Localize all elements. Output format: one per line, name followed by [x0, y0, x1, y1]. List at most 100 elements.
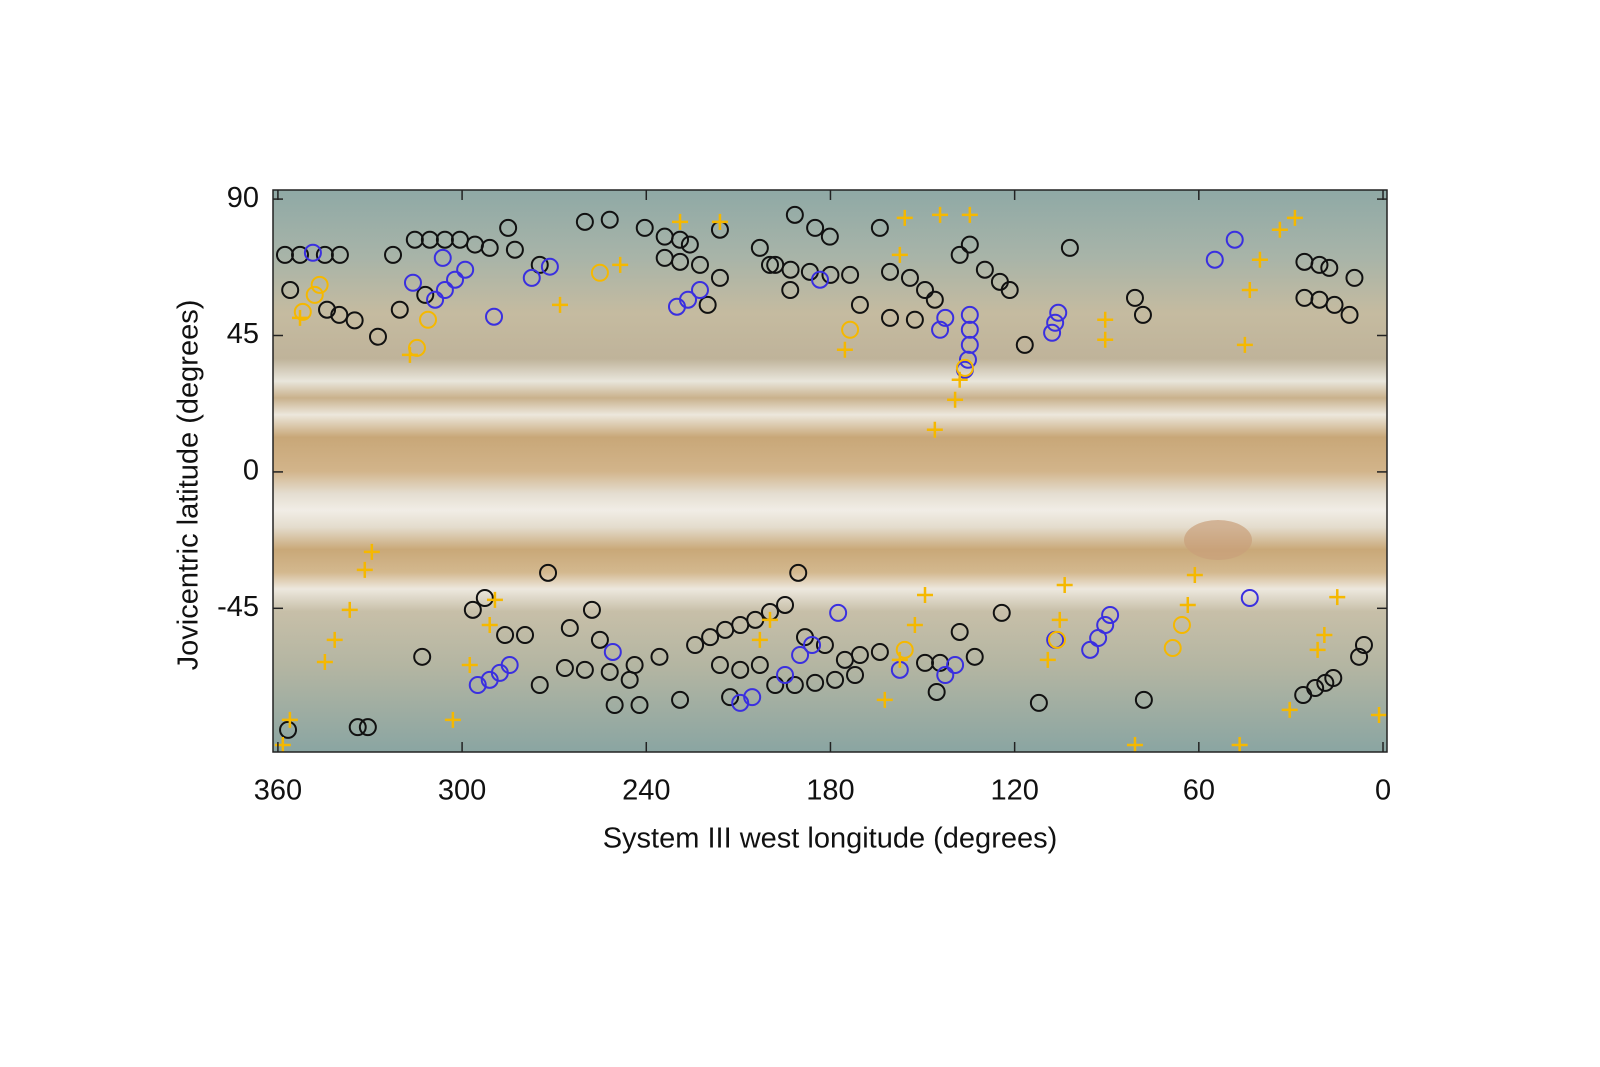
plus-marker [917, 586, 934, 603]
circle-marker [1345, 268, 1364, 287]
circle-marker [480, 238, 499, 257]
circle-marker [710, 268, 729, 287]
circle-marker [330, 245, 349, 264]
circle-marker [1000, 281, 1019, 300]
circle-marker [468, 676, 487, 695]
circle-marker [829, 603, 848, 622]
circle-marker [1096, 615, 1115, 634]
plus-marker [1281, 701, 1298, 718]
circle-marker [950, 245, 969, 264]
circle-marker [960, 235, 979, 254]
plus-marker [1271, 221, 1288, 238]
planet-map [273, 190, 1387, 752]
circle-marker [992, 603, 1011, 622]
circle-marker [279, 720, 298, 739]
circle-marker [1324, 669, 1343, 688]
circle-marker [1350, 647, 1369, 666]
circle-marker [846, 666, 865, 685]
plus-marker [891, 246, 908, 263]
plus-marker [461, 657, 478, 674]
circle-marker [330, 305, 349, 324]
circle-marker [803, 635, 822, 654]
circle-marker [293, 302, 312, 321]
circle-marker [305, 285, 324, 304]
circle-marker [348, 718, 367, 737]
plus-marker [444, 711, 461, 728]
circle-marker [785, 676, 804, 695]
circle-marker [881, 262, 900, 281]
circle-marker [1205, 250, 1224, 269]
plus-marker [316, 653, 333, 670]
circle-marker [433, 248, 452, 267]
circle-marker [485, 307, 504, 326]
circle-marker [850, 295, 869, 314]
circle-marker [358, 718, 377, 737]
y-axis-label: Jovicentric latitude (degrees) [173, 300, 205, 671]
circle-marker [1306, 679, 1325, 698]
circle-marker [605, 696, 624, 715]
plus-marker [836, 341, 853, 358]
plus-marker [1309, 641, 1326, 658]
circle-marker [781, 281, 800, 300]
circle-marker [446, 270, 465, 289]
circle-marker [575, 660, 594, 679]
circle-marker [413, 647, 432, 666]
circle-marker [1029, 693, 1048, 712]
circle-marker [841, 265, 860, 284]
circle-marker [806, 673, 825, 692]
circle-marker [960, 305, 979, 324]
circle-marker [789, 563, 808, 582]
plus-marker [1051, 611, 1068, 628]
circle-marker [1015, 335, 1034, 354]
plus-marker [1179, 596, 1196, 613]
circle-marker [895, 640, 914, 659]
circle-marker [815, 635, 834, 654]
circle-marker [731, 660, 750, 679]
circle-marker [743, 688, 762, 707]
circle-marker [1060, 238, 1079, 257]
circle-marker [925, 290, 944, 309]
circle-marker [582, 600, 601, 619]
circle-marker [750, 656, 769, 675]
plus-marker [1286, 209, 1303, 226]
circle-marker [950, 622, 969, 641]
x-tick-label: 360 [254, 775, 302, 807]
plus-marker [363, 543, 380, 560]
plus-marker [292, 309, 309, 326]
circle-marker [384, 245, 403, 264]
circle-marker [680, 235, 699, 254]
circle-marker [760, 255, 779, 274]
circle-marker [826, 670, 845, 689]
x-tick-label: 0 [1375, 775, 1391, 807]
circle-marker [881, 308, 900, 327]
plus-marker [1231, 737, 1248, 752]
circle-marker [1101, 605, 1120, 624]
circle-marker [530, 676, 549, 695]
circle-marker [931, 320, 950, 339]
circle-marker [900, 268, 919, 287]
circle-marker [965, 647, 984, 666]
plus-marker [1241, 282, 1258, 299]
circle-marker [560, 619, 579, 638]
plus-marker [341, 601, 358, 618]
circle-marker [555, 659, 574, 678]
circle-marker [539, 563, 558, 582]
circle-marker [456, 260, 475, 279]
circle-marker [1354, 635, 1373, 654]
circle-marker [600, 662, 619, 681]
circle-marker [1134, 690, 1153, 709]
plus-marker [761, 611, 778, 628]
circle-marker [310, 275, 329, 294]
circle-marker [435, 281, 454, 300]
circle-marker [955, 358, 974, 377]
circle-marker [345, 311, 364, 330]
circle-marker [820, 227, 839, 246]
circle-marker [600, 210, 619, 229]
plus-marker [552, 296, 569, 313]
x-tick-label: 120 [990, 775, 1038, 807]
circle-marker [1172, 615, 1191, 634]
circle-marker [686, 635, 705, 654]
circle-marker [368, 327, 387, 346]
circle-marker [690, 255, 709, 274]
